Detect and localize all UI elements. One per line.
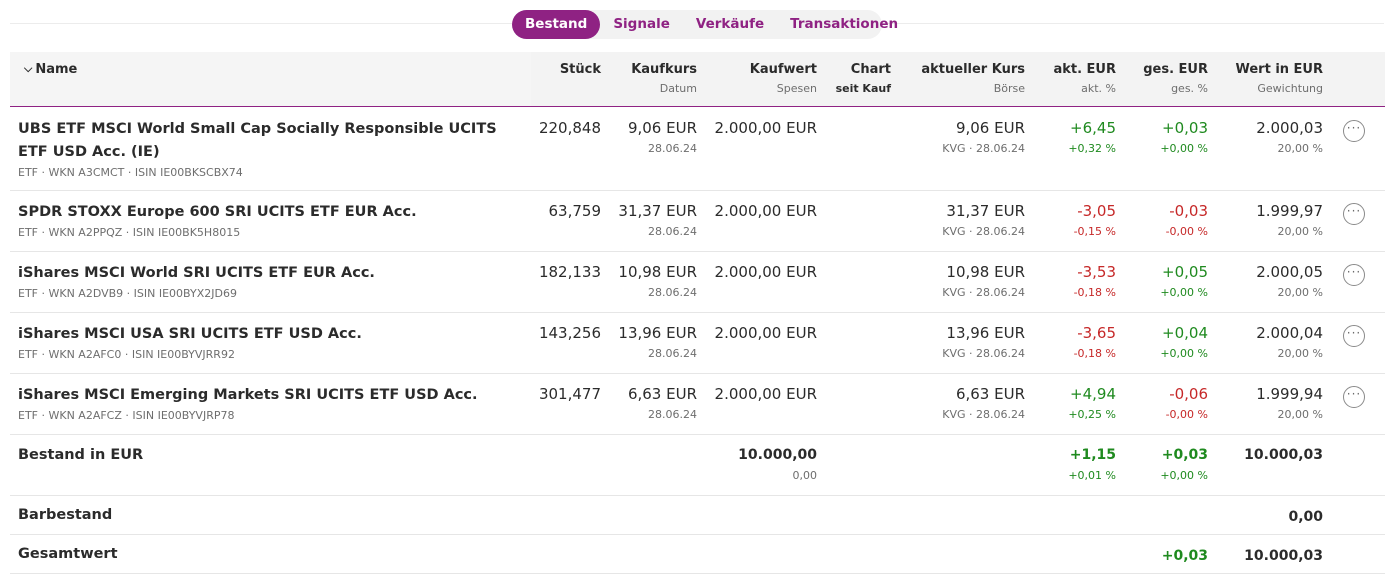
position-meta: ETF · WKN A2PPQZ · ISIN IE00BK5H8015 bbox=[18, 226, 241, 239]
ges-cell: +0,05 +0,00 % bbox=[1160, 263, 1208, 299]
gesamt-ges: +0,03 bbox=[1161, 548, 1208, 564]
barbestand-label: Barbestand bbox=[18, 507, 113, 523]
akt-cell: -3,53 -0,18 % bbox=[1073, 263, 1116, 299]
akt-cell: -3,05 -0,15 % bbox=[1073, 202, 1116, 238]
wert-cell: 2.000,05 20,00 % bbox=[1256, 263, 1323, 299]
position-meta: ETF · WKN A2DVB9 · ISIN IE00BYX2JD69 bbox=[18, 287, 237, 300]
more-options-icon[interactable]: ··· bbox=[1343, 325, 1365, 347]
stueck-cell: 63,759 bbox=[548, 202, 602, 220]
stueck-cell: 220,848 bbox=[538, 119, 601, 137]
tab-signale[interactable]: Signale bbox=[613, 16, 670, 32]
header-kaufkurs[interactable]: Kaufkurs Datum bbox=[631, 62, 697, 95]
sort-by-name[interactable]: ⌵ Name bbox=[24, 61, 78, 78]
header-chart[interactable]: Chart seit Kauf bbox=[835, 62, 891, 95]
kaufwert-cell: 2.000,00 EUR bbox=[714, 324, 817, 342]
more-options-icon[interactable]: ··· bbox=[1343, 120, 1365, 142]
header-kurs[interactable]: aktueller Kurs Börse bbox=[921, 62, 1025, 95]
kaufwert-cell: 2.000,00 EUR bbox=[714, 119, 817, 137]
bestand-label: Bestand in EUR bbox=[18, 447, 144, 463]
table-row[interactable]: UBS ETF MSCI World Small Cap Socially Re… bbox=[10, 108, 1385, 191]
header-stueck[interactable]: Stück bbox=[559, 62, 601, 77]
header-ges[interactable]: ges. EUR ges. % bbox=[1143, 62, 1208, 95]
kaufkurs-cell: 9,06 EUR 28.06.24 bbox=[627, 119, 697, 155]
gesamt-wert: 10.000,03 bbox=[1244, 548, 1323, 564]
akt-cell: +6,45 +0,32 % bbox=[1068, 119, 1116, 155]
wert-cell: 1.999,97 20,00 % bbox=[1256, 202, 1323, 238]
kaufwert-cell: 2.000,00 EUR bbox=[714, 263, 817, 281]
barbestand-wert: 0,00 bbox=[1288, 509, 1323, 525]
kaufwert-cell: 2.000,00 EUR bbox=[714, 385, 817, 403]
position-name[interactable]: iShares MSCI World SRI UCITS ETF EUR Acc… bbox=[18, 265, 375, 281]
wert-cell: 2.000,03 20,00 % bbox=[1256, 119, 1323, 155]
chevron-down-icon: ⌵ bbox=[24, 61, 33, 75]
position-meta: ETF · WKN A2AFC0 · ISIN IE00BYVJRR92 bbox=[18, 348, 235, 361]
table-row[interactable]: iShares MSCI Emerging Markets SRI UCITS … bbox=[10, 374, 1385, 435]
kurs-cell: 31,37 EUR KVG · 28.06.24 bbox=[942, 202, 1025, 238]
more-options-icon[interactable]: ··· bbox=[1343, 386, 1365, 408]
header-kaufwert[interactable]: Kaufwert Spesen bbox=[749, 62, 817, 95]
header-wert[interactable]: Wert in EUR Gewichtung bbox=[1235, 62, 1323, 95]
kaufkurs-cell: 10,98 EUR 28.06.24 bbox=[618, 263, 697, 299]
tab-transaktionen[interactable]: Transaktionen bbox=[790, 16, 899, 32]
kurs-cell: 6,63 EUR KVG · 28.06.24 bbox=[942, 385, 1025, 421]
position-name[interactable]: iShares MSCI USA SRI UCITS ETF USD Acc. bbox=[18, 326, 362, 342]
table-row[interactable]: iShares MSCI USA SRI UCITS ETF USD Acc. … bbox=[10, 313, 1385, 374]
table-row[interactable]: SPDR STOXX Europe 600 SRI UCITS ETF EUR … bbox=[10, 191, 1385, 252]
stueck-cell: 301,477 bbox=[538, 385, 601, 403]
position-meta: ETF · WKN A2AFCZ · ISIN IE00BYVJRP78 bbox=[18, 409, 235, 422]
position-name[interactable]: iShares MSCI Emerging Markets SRI UCITS … bbox=[18, 387, 478, 403]
kaufwert-cell: 2.000,00 EUR bbox=[714, 202, 817, 220]
tab-bestand[interactable]: Bestand bbox=[512, 10, 601, 39]
akt-cell: +4,94 +0,25 % bbox=[1068, 385, 1116, 421]
bestand-akt: +1,15 +0,01 % bbox=[1068, 447, 1116, 482]
ges-cell: -0,06 -0,00 % bbox=[1165, 385, 1208, 421]
wert-cell: 2.000,04 20,00 % bbox=[1256, 324, 1323, 360]
bestand-kaufwert: 10.000,00 0,00 bbox=[738, 447, 817, 482]
bestand-ges: +0,03 +0,00 % bbox=[1160, 447, 1208, 482]
table-row[interactable]: iShares MSCI World SRI UCITS ETF EUR Acc… bbox=[10, 252, 1385, 313]
position-meta: ETF · WKN A3CMCT · ISIN IE00BKSCBX74 bbox=[18, 166, 243, 179]
tab-verkaeufe[interactable]: Verkäufe bbox=[695, 16, 765, 32]
view-tabs: Bestand Signale Verkäufe Transaktionen bbox=[512, 10, 898, 39]
summary-gesamt-row: Gesamtwert +0,03 10.000,03 bbox=[10, 535, 1385, 574]
kurs-cell: 13,96 EUR KVG · 28.06.24 bbox=[942, 324, 1025, 360]
position-name[interactable]: UBS ETF MSCI World Small Cap Socially Re… bbox=[18, 121, 497, 160]
bestand-wert: 10.000,03 bbox=[1244, 447, 1323, 463]
more-options-icon[interactable]: ··· bbox=[1343, 203, 1365, 225]
more-options-icon[interactable]: ··· bbox=[1343, 264, 1365, 286]
kaufkurs-cell: 31,37 EUR 28.06.24 bbox=[618, 202, 697, 238]
wert-cell: 1.999,94 20,00 % bbox=[1256, 385, 1323, 421]
table-header: ⌵ Name Stück Kaufkurs Datum Kaufwert Spe… bbox=[10, 52, 1385, 107]
kurs-cell: 10,98 EUR KVG · 28.06.24 bbox=[942, 263, 1025, 299]
gesamt-label: Gesamtwert bbox=[18, 546, 118, 562]
ges-cell: -0,03 -0,00 % bbox=[1165, 202, 1208, 238]
kurs-cell: 9,06 EUR KVG · 28.06.24 bbox=[942, 119, 1025, 155]
ges-cell: +0,03 +0,00 % bbox=[1160, 119, 1208, 155]
akt-cell: -3,65 -0,18 % bbox=[1073, 324, 1116, 360]
position-name[interactable]: SPDR STOXX Europe 600 SRI UCITS ETF EUR … bbox=[18, 204, 417, 220]
kaufkurs-cell: 6,63 EUR 28.06.24 bbox=[627, 385, 697, 421]
header-akt[interactable]: akt. EUR akt. % bbox=[1053, 62, 1116, 95]
ges-cell: +0,04 +0,00 % bbox=[1160, 324, 1208, 360]
name-column-header-bg bbox=[10, 52, 531, 106]
summary-bestand-row: Bestand in EUR 10.000,00 0,00 +1,15 +0,01 … bbox=[10, 435, 1385, 496]
kaufkurs-cell: 13,96 EUR 28.06.24 bbox=[618, 324, 697, 360]
stueck-cell: 143,256 bbox=[538, 324, 601, 342]
stueck-cell: 182,133 bbox=[538, 263, 601, 281]
header-name: Name bbox=[35, 62, 78, 77]
summary-barbestand-row: Barbestand 0,00 bbox=[10, 496, 1385, 535]
